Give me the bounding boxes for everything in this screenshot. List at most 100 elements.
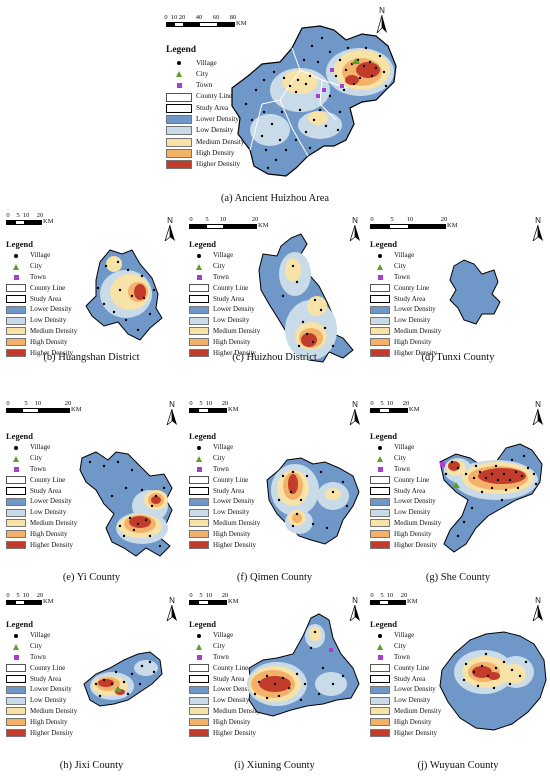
density-swatch-higher <box>370 349 390 358</box>
study-area-boundary <box>449 259 501 325</box>
higher-density-zone <box>478 468 526 484</box>
legend-label: Village <box>30 443 51 452</box>
study-area-swatch <box>370 487 390 496</box>
town-icon <box>6 654 26 660</box>
village-icon <box>6 253 26 258</box>
density-swatch-lower <box>189 685 209 694</box>
legend-item-high: High Density <box>6 717 77 728</box>
density-swatch-low <box>370 696 390 705</box>
density-swatch-lower <box>189 497 209 506</box>
legend-item-study: Study Area <box>189 294 260 305</box>
legend-item-medium: Medium Density <box>6 518 77 529</box>
legend-label: Town <box>213 464 229 473</box>
map-tunxi-county <box>449 259 501 325</box>
caption: (h) Jixi County <box>59 760 124 771</box>
legend-item-village: Village <box>370 631 441 642</box>
north-arrow: N <box>164 216 176 243</box>
legend-label: Study Area <box>30 486 62 495</box>
higher-density-zone <box>488 672 500 680</box>
higher-density-zone <box>301 333 317 347</box>
medium-density-zone <box>309 627 321 641</box>
legend-label: County Line <box>213 283 249 292</box>
higher-density-zone <box>151 496 161 504</box>
density-swatch-low <box>6 696 26 705</box>
legend-title: Legend <box>370 431 397 441</box>
legend-title: Legend <box>370 619 397 629</box>
legend-item-village: Village <box>370 443 441 454</box>
legend-label: County Line <box>30 663 66 672</box>
caption: (a) Ancient Huizhou Area <box>220 193 330 204</box>
legend-label: High Density <box>394 337 432 346</box>
density-swatch-medium <box>6 519 26 528</box>
legend-item-higher: Higher Density <box>189 540 260 551</box>
legend-label: Study Area <box>196 103 229 112</box>
north-arrow-icon <box>532 604 543 622</box>
legend-label: Lower Density <box>213 305 255 314</box>
city-icon <box>370 455 390 462</box>
legend-item-city: City <box>6 453 77 464</box>
density-swatch-lower <box>6 497 26 506</box>
legend-item-low: Low Density <box>189 695 260 706</box>
legend-item-study: Study Area <box>189 486 260 497</box>
legend-label: Higher Density <box>196 160 241 169</box>
legend-label: Higher Density <box>30 348 73 357</box>
higher-density-zone <box>129 516 151 528</box>
city-icon <box>370 643 390 650</box>
legend-label: County Line <box>394 475 430 484</box>
medium-density-zone <box>307 296 327 316</box>
scale-bar: 0 5 10 20 KM <box>370 592 418 605</box>
map-huizhou-district <box>258 233 354 363</box>
town-icon <box>189 466 209 472</box>
density-swatch-lower <box>370 305 390 314</box>
legend-title: Legend <box>189 239 216 249</box>
village-icon <box>370 633 390 638</box>
legend-label: Higher Density <box>213 540 256 549</box>
legend-item-county: County Line <box>189 475 260 486</box>
city-point <box>114 686 122 692</box>
legend-label: Study Area <box>394 674 426 683</box>
legend-label: Town <box>30 652 46 661</box>
legend-label: Higher Density <box>394 728 437 737</box>
north-arrow-icon <box>349 604 360 622</box>
city-icon <box>6 643 26 650</box>
density-swatch-higher <box>6 541 26 550</box>
legend-item-city: City <box>370 453 441 464</box>
legend-item-village: Village <box>6 631 77 642</box>
legend-item-town: Town <box>6 464 77 475</box>
village-points <box>244 36 388 170</box>
legend-label: County Line <box>213 475 249 484</box>
legend-label: Lower Density <box>213 497 255 506</box>
legend-item-study: Study Area <box>189 674 260 685</box>
map-wuyuan-county <box>439 631 547 731</box>
town-icon <box>370 274 390 280</box>
legend-item-higher: Higher Density <box>370 348 441 359</box>
north-arrow: N <box>349 596 361 623</box>
city-icon <box>6 455 26 462</box>
legend-label: Town <box>30 272 46 281</box>
legend-label: City <box>394 262 407 271</box>
legend-label: Higher Density <box>30 540 73 549</box>
county-line-swatch <box>6 664 26 673</box>
county-line-swatch <box>189 664 209 673</box>
city-icon <box>370 263 390 270</box>
village-points <box>462 652 528 690</box>
legend-item-county: County Line <box>6 663 77 674</box>
density-swatch-low <box>6 316 26 325</box>
scale-bar: 0 10 20 40 60 80 KM <box>164 14 247 27</box>
legend-item-county: County Line <box>189 283 260 294</box>
legend-item-study: Study Area <box>370 294 441 305</box>
legend-label: City <box>213 262 226 271</box>
legend-label: County Line <box>394 663 430 672</box>
density-swatch-higher <box>166 160 192 170</box>
county-line-swatch <box>166 92 192 102</box>
legend-item-study: Study Area <box>370 674 441 685</box>
legend-label: Medium Density <box>213 326 261 335</box>
map-jixi-county <box>83 651 163 707</box>
density-swatch-high <box>6 530 26 539</box>
legend-item-county: County Line <box>370 283 441 294</box>
legend-label: High Density <box>394 717 432 726</box>
legend-label: Village <box>394 251 415 260</box>
legend-label: Higher Density <box>394 540 437 549</box>
legend-item-town: Town <box>370 272 441 283</box>
panel-g: 0 5 10 20 KM N Legend Village City Town Coun… <box>366 396 550 588</box>
